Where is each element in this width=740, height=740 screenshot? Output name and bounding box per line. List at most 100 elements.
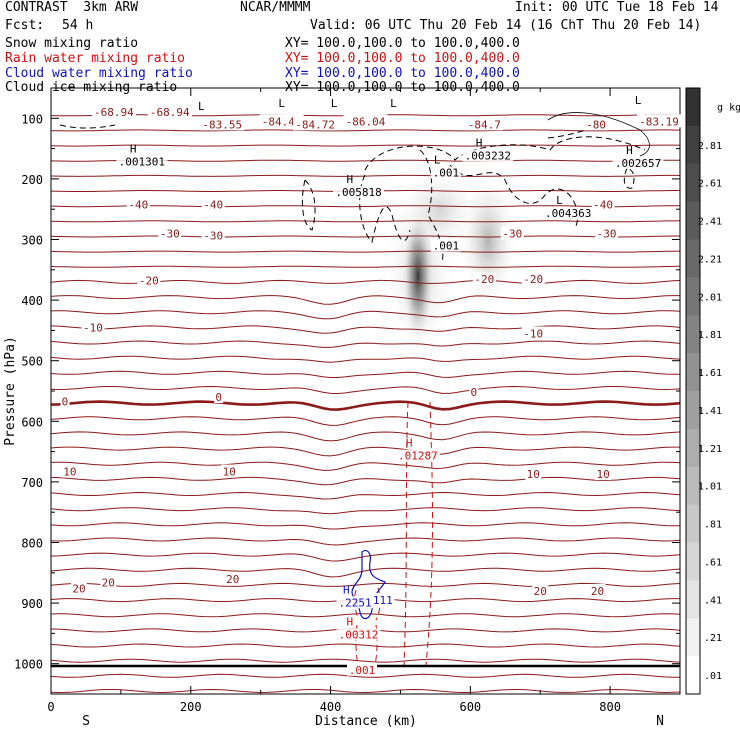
isotherm-contour bbox=[50, 174, 680, 177]
extremum-value-bg bbox=[336, 628, 381, 641]
colorbar-swatch bbox=[686, 277, 700, 316]
isotherm-label: 10 bbox=[63, 466, 76, 479]
y-tick-label: 300 bbox=[21, 234, 43, 248]
fcst-label: Fcst: bbox=[5, 18, 45, 33]
isotherm-label-bg bbox=[589, 583, 606, 597]
extremum-value: .004363 bbox=[545, 207, 591, 220]
extremum-value-bg bbox=[612, 156, 664, 169]
colorbar-label: 1.41 bbox=[698, 406, 722, 417]
colorbar-swatch bbox=[686, 353, 700, 392]
extremum-value-bg bbox=[462, 149, 514, 162]
field-label-rain: Rain water mixing ratio bbox=[5, 51, 186, 66]
extremum-value: .003232 bbox=[465, 150, 511, 163]
isotherm-contour bbox=[50, 491, 681, 500]
isotherm-contour bbox=[50, 567, 681, 578]
isotherm-label-bg bbox=[60, 394, 70, 408]
isotherm-contour bbox=[50, 340, 681, 348]
isotherm-contour bbox=[50, 310, 681, 320]
colorbar-swatch bbox=[686, 466, 700, 506]
colorbar-unit: g kg-1 bbox=[717, 102, 740, 114]
isotherm-contour bbox=[50, 144, 681, 147]
colorbar-label: .41 bbox=[704, 595, 722, 606]
isotherm-label-bg bbox=[200, 117, 245, 131]
isotherm-contour bbox=[50, 355, 681, 363]
isotherm-label: 0 bbox=[62, 395, 69, 408]
extremum-value-bg bbox=[333, 186, 385, 199]
isotherm-contour bbox=[50, 446, 680, 457]
extremum-type: H bbox=[406, 437, 413, 450]
contour-label-bg bbox=[430, 238, 461, 252]
extremum-type: L bbox=[556, 194, 563, 207]
extremum-value-bg bbox=[395, 449, 440, 462]
extremum-type: H bbox=[130, 143, 137, 156]
isotherm-contour bbox=[50, 476, 681, 486]
rain-contour bbox=[425, 401, 433, 666]
isotherm-label-bg bbox=[521, 326, 545, 340]
isotherm-label-bg bbox=[521, 271, 545, 285]
isotherm-label: -40 bbox=[593, 198, 613, 211]
colorbar-label: .81 bbox=[704, 520, 722, 531]
isotherm-contour bbox=[50, 537, 681, 546]
extremum-type: L bbox=[434, 154, 441, 167]
y-tick-label: 1000 bbox=[14, 658, 43, 672]
valid-time: Valid: 06 UTC Thu 20 Feb 14 (16 ChT Thu … bbox=[310, 18, 702, 33]
isotherm-label-bg bbox=[61, 464, 78, 478]
isotherm-label: -40 bbox=[203, 198, 223, 211]
isotherm-label: 20 bbox=[534, 585, 547, 598]
y-tick-label: 400 bbox=[21, 294, 43, 308]
cloud-ice-contour bbox=[59, 124, 116, 129]
y-tick-label: 700 bbox=[21, 476, 43, 490]
axis-ticks: 0 200 400 600 800100200300400500600700800900… bbox=[14, 87, 680, 714]
isotherm-label-bg bbox=[91, 105, 136, 119]
extremum-value-bg bbox=[542, 207, 594, 220]
x-tick-label: 600 bbox=[459, 700, 481, 714]
colorbar-swatch bbox=[686, 504, 700, 543]
field-label-snow: Snow mixing ratio bbox=[5, 36, 139, 51]
colorbar-swatch bbox=[686, 239, 700, 278]
colorbar-label: 1.61 bbox=[698, 368, 722, 379]
contour-label: L bbox=[390, 97, 397, 110]
isotherm-contour bbox=[50, 507, 681, 515]
cloud-ice-contour bbox=[359, 174, 411, 243]
x-tick-label: 800 bbox=[599, 700, 621, 714]
isotherm-label-bg bbox=[472, 271, 496, 285]
isotherm-label-bg bbox=[637, 114, 682, 128]
extremum-value: .005818 bbox=[335, 186, 381, 199]
isotherm-label: -20 bbox=[139, 275, 159, 288]
extremum-type: H bbox=[347, 615, 354, 628]
isotherm-label-bg bbox=[81, 320, 105, 334]
x-axis-left-end-label: S bbox=[82, 714, 90, 729]
isotherm-label-bg bbox=[595, 226, 619, 240]
isotherm-label-bg bbox=[158, 226, 182, 240]
fcst-value: 54 h bbox=[62, 18, 94, 33]
isotherm-contour bbox=[50, 385, 681, 395]
isotherm-label: -80 bbox=[586, 118, 606, 131]
isotherm-label: 0 bbox=[215, 391, 222, 404]
isotherm-contour bbox=[50, 673, 680, 678]
isotherm-label-bg bbox=[500, 226, 524, 240]
isotherm-label: 20 bbox=[102, 576, 115, 589]
isotherm-label: 10 bbox=[596, 468, 609, 481]
contour-label: L bbox=[635, 94, 642, 107]
extremum-type: H bbox=[343, 583, 350, 596]
isotherm-contour bbox=[50, 658, 681, 663]
contour-label: .001 bbox=[349, 664, 376, 677]
isotherm-label: 0 bbox=[471, 386, 478, 399]
isotherm-label: 20 bbox=[591, 585, 604, 598]
colorbar-swatch bbox=[686, 201, 700, 240]
isotherm-contour bbox=[50, 295, 680, 305]
isotherm-label-bg bbox=[201, 197, 225, 211]
isotherm-label-bg bbox=[126, 197, 150, 211]
isotherm-label-bg bbox=[147, 105, 192, 119]
contour-label-bg bbox=[388, 96, 398, 110]
contour-label-bg bbox=[196, 99, 206, 113]
y-tick-label: 500 bbox=[21, 355, 43, 369]
extremum-value: .00312 bbox=[339, 628, 379, 641]
colorbar-swatch bbox=[686, 315, 700, 354]
colorbar-label: .01 bbox=[704, 671, 722, 682]
isotherm-contour bbox=[50, 235, 680, 238]
isotherm-label-bg bbox=[293, 117, 338, 131]
extremum-value: .002657 bbox=[615, 157, 661, 170]
isotherm-label: -83.55 bbox=[202, 118, 242, 131]
center-title: NCAR/MMMM bbox=[240, 0, 311, 15]
